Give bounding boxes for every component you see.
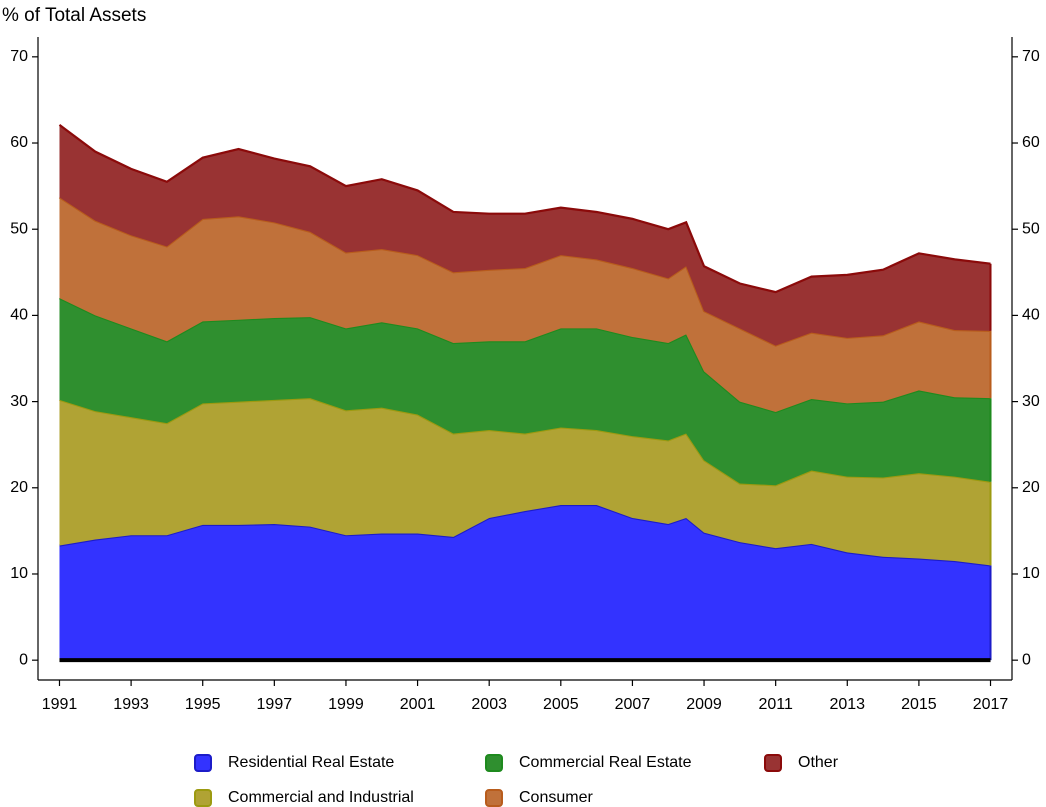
legend-swatch	[764, 754, 782, 772]
y-tick-label-right: 70	[1022, 48, 1040, 65]
y-tick-label: 0	[19, 651, 28, 668]
y-tick-label-right: 0	[1022, 651, 1031, 668]
y-tick-label-right: 50	[1022, 220, 1040, 237]
legend-swatch	[485, 754, 503, 772]
area	[59, 197, 991, 412]
area-edge	[58, 124, 991, 294]
legend-label: Residential Real Estate	[228, 754, 394, 771]
y-tick-label-right: 20	[1022, 479, 1040, 496]
x-tick-label: 2003	[471, 696, 507, 713]
y-tick-label: 10	[10, 565, 28, 582]
area	[59, 398, 991, 566]
x-tick-label: 1997	[257, 696, 293, 713]
x-tick-label: 2017	[973, 696, 1009, 713]
y-tick-label: 40	[10, 307, 28, 324]
x-tick-label: 1991	[42, 696, 78, 713]
y-tick-label: 30	[10, 393, 28, 410]
x-tick-label: 2015	[901, 696, 937, 713]
y-tick-label: 20	[10, 479, 28, 496]
legend-label: Commercial Real Estate	[519, 754, 692, 771]
x-tick-label: 2011	[758, 696, 793, 713]
area	[59, 124, 991, 346]
area	[59, 298, 991, 486]
legend-swatch	[194, 754, 212, 772]
x-tick-label: 2001	[400, 696, 436, 713]
x-tick-label: 1995	[185, 696, 221, 713]
x-tick-label: 2005	[543, 696, 579, 713]
y-tick-label-right: 40	[1022, 307, 1040, 324]
x-tick-label: 1993	[113, 696, 149, 713]
y-tick-label: 60	[10, 134, 28, 151]
y-tick-label-right: 10	[1022, 565, 1040, 582]
area	[59, 505, 991, 661]
y-tick-label: 70	[10, 48, 28, 65]
x-tick-label: 2013	[829, 696, 865, 713]
y-tick-label: 50	[10, 220, 28, 237]
legend-label: Commercial and Industrial	[228, 789, 414, 806]
legend-label: Consumer	[519, 789, 593, 806]
x-tick-label: 1999	[328, 696, 364, 713]
y-tick-label-right: 60	[1022, 134, 1040, 151]
y-tick-label-right: 30	[1022, 393, 1040, 410]
legend-label: Other	[798, 754, 839, 771]
x-tick-label: 2007	[615, 696, 651, 713]
legend-swatch	[485, 789, 503, 807]
y-axis-label: % of Total Assets	[2, 5, 146, 26]
x-tick-label: 2009	[686, 696, 722, 713]
legend-swatch	[194, 789, 212, 807]
